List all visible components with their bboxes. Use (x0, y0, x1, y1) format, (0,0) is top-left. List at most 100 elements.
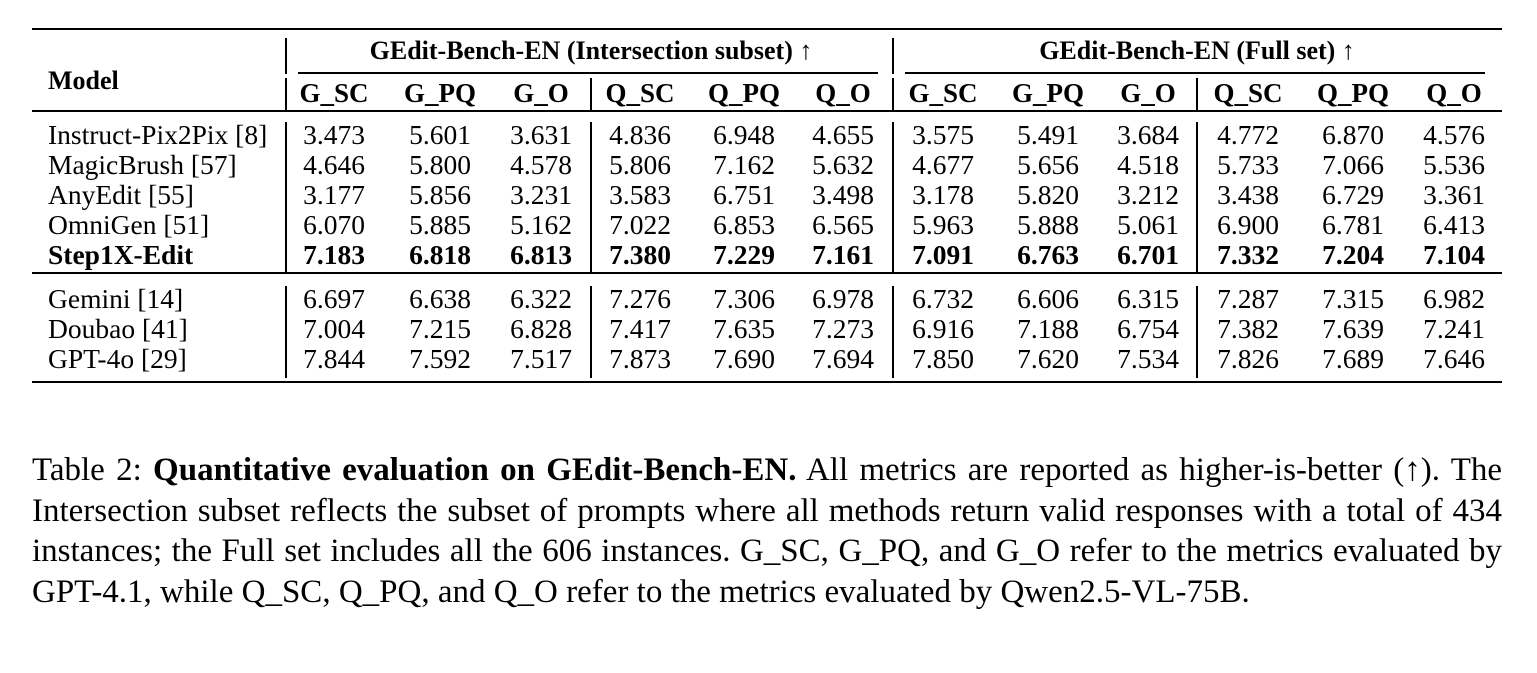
column-separator (285, 286, 287, 378)
column-separator (285, 78, 287, 112)
table-cell: 6.813 (510, 239, 572, 270)
column-separator (892, 38, 894, 74)
table-cell: 7.315 (1322, 283, 1384, 314)
column-header: Q_O (1426, 78, 1482, 108)
table-cell: 5.656 (1017, 149, 1079, 180)
table-cell: 7.273 (812, 313, 874, 344)
table-cell: 7.417 (609, 313, 671, 344)
table-cell: 5.963 (912, 209, 974, 240)
column-header: Q_PQ (1317, 78, 1389, 108)
column-separator (1196, 78, 1198, 112)
table-cell: 4.646 (303, 149, 365, 180)
table-cell: 6.413 (1423, 209, 1485, 240)
column-separator (1196, 286, 1198, 378)
table-cell: 6.828 (510, 313, 572, 344)
table-cell: 7.517 (510, 343, 572, 374)
table-cell: 6.565 (812, 209, 874, 240)
table-cell: 3.473 (303, 119, 365, 150)
table-cell: 3.684 (1117, 119, 1179, 150)
column-separator (285, 122, 287, 272)
model-name: Doubao [41] (48, 313, 188, 344)
table-cell: 3.361 (1423, 179, 1485, 210)
table-cell: 3.231 (510, 179, 572, 210)
table-cell: 3.212 (1117, 179, 1179, 210)
column-header: G_O (513, 78, 569, 108)
header-rule (32, 110, 1502, 112)
table-cell: 7.306 (713, 283, 775, 314)
table-cell: 4.578 (510, 149, 572, 180)
table-cell: 6.818 (409, 239, 471, 270)
model-name: OmniGen [51] (48, 209, 210, 240)
table-cell: 7.091 (912, 239, 974, 270)
column-header: Q_SC (1213, 78, 1283, 108)
table-cell: 6.070 (303, 209, 365, 240)
table-cell: 6.781 (1322, 209, 1384, 240)
table-cell: 6.701 (1117, 239, 1179, 270)
top-rule (32, 28, 1502, 30)
table-cell: 4.518 (1117, 149, 1179, 180)
table-cell: 7.694 (812, 343, 874, 374)
table-cell: 5.601 (409, 119, 471, 150)
caption-title: Quantitative evaluation on GEdit-Bench-E… (153, 452, 797, 488)
table-cell: 6.978 (812, 283, 874, 314)
table-cell: 7.276 (609, 283, 671, 314)
column-separator (285, 38, 287, 74)
table-cell: 3.438 (1217, 179, 1279, 210)
column-separator (1196, 122, 1198, 272)
group-underline-full (905, 72, 1485, 74)
table-cell: 5.061 (1117, 209, 1179, 240)
table-cell: 7.592 (409, 343, 471, 374)
table-cell: 5.632 (812, 149, 874, 180)
group-title-intersection: GEdit-Bench-EN (Intersection subset) ↑ (369, 36, 813, 65)
table-cell: 7.826 (1217, 343, 1279, 374)
table-cell: 6.853 (713, 209, 775, 240)
table-cell: 6.606 (1017, 283, 1079, 314)
column-separator (590, 122, 592, 272)
table-caption: Table 2: Quantitative evaluation on GEdi… (32, 450, 1502, 612)
table-cell: 5.888 (1017, 209, 1079, 240)
bottom-rule (32, 381, 1502, 383)
table-cell: 6.948 (713, 119, 775, 150)
table-cell: 7.188 (1017, 313, 1079, 344)
table-cell: 7.204 (1322, 239, 1384, 270)
column-separator (892, 286, 894, 378)
model-name: Instruct-Pix2Pix [8] (48, 119, 268, 150)
table-cell: 4.576 (1423, 119, 1485, 150)
column-header: G_SC (299, 78, 369, 108)
table-cell: 7.229 (713, 239, 775, 270)
table-cell: 6.729 (1322, 179, 1384, 210)
table-cell: 5.733 (1217, 149, 1279, 180)
table-cell: 4.677 (912, 149, 974, 180)
table-cell: 4.772 (1217, 119, 1279, 150)
model-name: MagicBrush [57] (48, 149, 237, 180)
column-header: Q_PQ (708, 78, 780, 108)
table-cell: 7.689 (1322, 343, 1384, 374)
table-cell: 6.751 (713, 179, 775, 210)
table-cell: 7.332 (1217, 239, 1279, 270)
table-cell: 6.900 (1217, 209, 1279, 240)
column-separator (590, 286, 592, 378)
table-cell: 3.178 (912, 179, 974, 210)
table-cell: 5.856 (409, 179, 471, 210)
table-cell: 3.498 (812, 179, 874, 210)
table-cell: 6.697 (303, 283, 365, 314)
table-cell: 7.844 (303, 343, 365, 374)
table-cell: 5.162 (510, 209, 572, 240)
caption-body: All metrics are reported as higher-is-be… (32, 452, 1503, 610)
table-cell: 7.382 (1217, 313, 1279, 344)
model-name: Gemini [14] (48, 283, 184, 314)
column-header: Q_O (815, 78, 871, 108)
table-cell: 6.315 (1117, 283, 1179, 314)
table-cell: 3.583 (609, 179, 671, 210)
table-cell: 7.380 (609, 239, 671, 270)
column-header: G_PQ (404, 78, 476, 108)
model-name: Step1X-Edit (48, 239, 194, 270)
column-separator (892, 78, 894, 112)
table-cell: 7.639 (1322, 313, 1384, 344)
table-cell: 5.800 (409, 149, 471, 180)
table-cell: 7.534 (1117, 343, 1179, 374)
table-cell: 7.162 (713, 149, 775, 180)
column-separator (590, 78, 592, 112)
table-cell: 3.177 (303, 179, 365, 210)
table-cell: 5.536 (1423, 149, 1485, 180)
